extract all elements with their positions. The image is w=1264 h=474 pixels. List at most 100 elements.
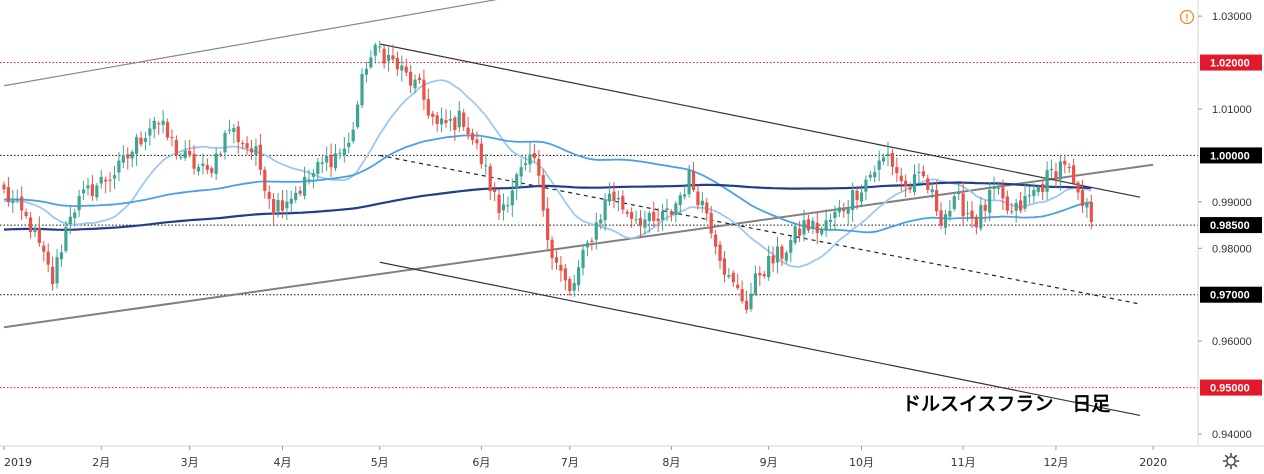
- candle-body: [99, 176, 103, 184]
- candle: [90, 175, 94, 201]
- candle: [329, 143, 333, 177]
- candle-body: [232, 128, 236, 133]
- candle-body: [674, 203, 678, 215]
- trendline-3[interactable]: [379, 154, 1141, 305]
- candle: [466, 116, 470, 140]
- candle: [493, 182, 497, 202]
- candle: [1049, 159, 1054, 179]
- candle: [192, 145, 196, 175]
- candle-body: [285, 201, 289, 209]
- candle-body: [294, 192, 298, 200]
- candle: [855, 185, 859, 210]
- candle: [930, 181, 934, 199]
- trendline-4[interactable]: [379, 261, 1141, 417]
- candle-body: [1023, 195, 1027, 209]
- candle-body: [329, 154, 333, 168]
- candle-body: [577, 267, 581, 286]
- candle: [333, 143, 338, 172]
- candle: [1080, 179, 1085, 213]
- candle: [528, 142, 532, 173]
- gear-icon[interactable]: [1222, 452, 1240, 470]
- candle-body: [28, 217, 33, 232]
- candle-body: [272, 198, 276, 215]
- candle-body: [95, 185, 99, 198]
- candle-body: [24, 212, 28, 217]
- candle: [532, 143, 536, 163]
- candle: [881, 153, 886, 165]
- candle-body: [855, 190, 859, 201]
- candle: [1089, 194, 1093, 230]
- candle: [289, 190, 293, 213]
- candle-body: [33, 228, 37, 232]
- candle-body: [630, 212, 634, 219]
- candle: [515, 172, 519, 200]
- candle-body: [881, 157, 886, 162]
- candle: [638, 210, 643, 238]
- candle: [126, 147, 130, 170]
- candle-body: [73, 212, 77, 219]
- candle: [877, 150, 881, 181]
- y-tick-label: 0.94000: [1212, 429, 1252, 441]
- candle: [979, 197, 983, 232]
- candle-body: [196, 167, 201, 172]
- candle-body: [462, 112, 466, 127]
- candle-body: [501, 204, 506, 211]
- candle-body: [466, 127, 470, 135]
- alert-icon[interactable]: !: [1179, 9, 1195, 25]
- candle: [1085, 197, 1089, 218]
- candle: [833, 205, 837, 230]
- candle: [731, 270, 735, 287]
- candle: [152, 116, 156, 139]
- candle: [179, 153, 183, 161]
- level-badge-box: [1200, 379, 1262, 396]
- candle-body: [868, 174, 872, 178]
- candle: [470, 128, 475, 145]
- candle-body: [311, 173, 315, 177]
- candle-body: [961, 193, 965, 217]
- trendline-0[interactable]: [3, 0, 534, 87]
- candle: [714, 229, 718, 255]
- candle-body: [948, 210, 952, 217]
- level-badge-box: [1200, 286, 1262, 303]
- candle-body: [643, 219, 647, 228]
- candle-body: [1080, 190, 1085, 206]
- candle: [643, 211, 647, 235]
- candle-body: [979, 205, 983, 229]
- candle-body: [325, 155, 329, 163]
- candle-body: [851, 190, 855, 211]
- trendline-2[interactable]: [379, 43, 1141, 198]
- candle: [307, 169, 311, 185]
- candle-body: [68, 216, 72, 225]
- candle-body: [373, 44, 377, 56]
- candle-body: [143, 138, 148, 142]
- candle: [81, 180, 86, 200]
- trendline-1[interactable]: [3, 163, 1154, 329]
- candle: [1054, 162, 1058, 189]
- candle: [369, 50, 373, 70]
- candle-body: [917, 171, 921, 173]
- candle: [952, 194, 956, 212]
- candle-body: [930, 189, 934, 193]
- candle-body: [541, 175, 545, 211]
- candle: [431, 110, 435, 126]
- candle: [112, 165, 117, 189]
- candle-body: [943, 214, 948, 228]
- candle: [364, 62, 369, 83]
- candle: [992, 176, 996, 200]
- candle-body: [780, 246, 784, 259]
- candle: [267, 185, 271, 209]
- candle-body: [422, 79, 426, 100]
- candle: [625, 209, 629, 217]
- candle-body: [678, 195, 682, 205]
- candle: [660, 204, 665, 231]
- candle-body: [886, 153, 890, 156]
- candle-body: [806, 219, 811, 231]
- candle-body: [621, 195, 625, 210]
- candle-body: [333, 153, 338, 169]
- candle-body: [338, 152, 342, 154]
- x-tick-label: 2月: [92, 456, 110, 469]
- candle: [73, 208, 77, 227]
- candle: [1001, 179, 1005, 210]
- candle-body: [448, 118, 453, 121]
